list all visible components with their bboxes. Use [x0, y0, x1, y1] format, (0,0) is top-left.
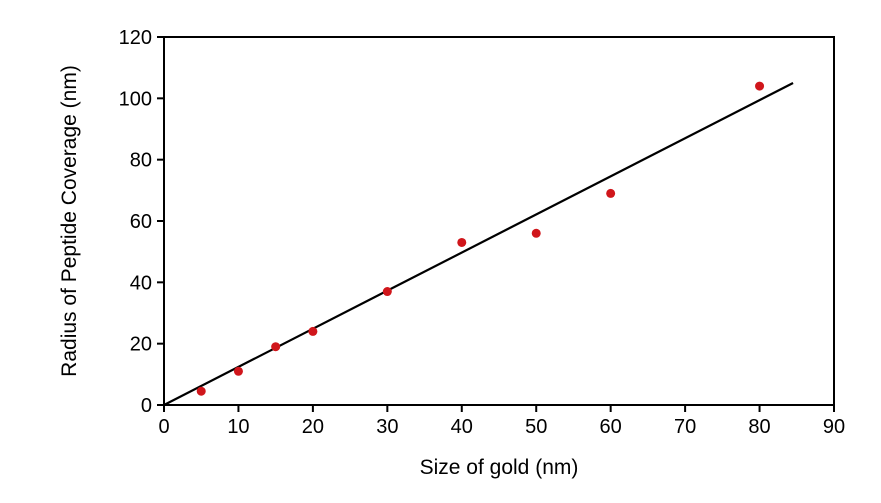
- data-point-0: [196, 386, 206, 396]
- fit-line: [163, 82, 794, 406]
- y-tick-label-3: 60: [130, 211, 152, 233]
- data-point-6: [531, 228, 541, 238]
- x-tick-label-0: 0: [158, 416, 169, 438]
- x-tick-label-5: 50: [525, 416, 547, 438]
- x-tick-label-2: 20: [302, 416, 324, 438]
- y-tick-label-5: 100: [119, 88, 152, 110]
- x-tick-label-7: 70: [674, 416, 696, 438]
- y-axis: 0 20 40 60 80 100 120: [119, 27, 164, 417]
- plot-frame: [163, 36, 835, 406]
- data-point-1: [233, 366, 243, 376]
- y-tick-label-1: 20: [130, 334, 152, 356]
- x-tick-label-8: 80: [748, 416, 770, 438]
- data-point-5: [457, 237, 467, 247]
- x-axis-title: Size of gold (nm): [420, 456, 579, 479]
- x-tick-label-9: 90: [823, 416, 845, 438]
- plot-area: [163, 36, 835, 406]
- y-tick-label-0: 0: [141, 395, 152, 417]
- data-point-3: [308, 326, 318, 336]
- x-tick-label-3: 30: [376, 416, 398, 438]
- data-point-7: [606, 188, 616, 198]
- data-points: [196, 81, 765, 396]
- x-tick-label-4: 40: [451, 416, 473, 438]
- data-point-4: [382, 287, 392, 297]
- data-point-8: [755, 81, 765, 91]
- data-point-2: [271, 342, 281, 352]
- fit-line-group: [163, 82, 794, 406]
- y-tick-label-2: 40: [130, 272, 152, 294]
- x-tick-label-6: 60: [600, 416, 622, 438]
- x-axis: 0 10 20 30 40 50 60 70 80 90: [158, 405, 845, 438]
- y-tick-label-4: 80: [130, 150, 152, 172]
- y-tick-label-6: 120: [119, 27, 152, 49]
- x-tick-label-1: 10: [227, 416, 249, 438]
- y-axis-title: Radius of Peptide Coverage (nm): [58, 65, 81, 377]
